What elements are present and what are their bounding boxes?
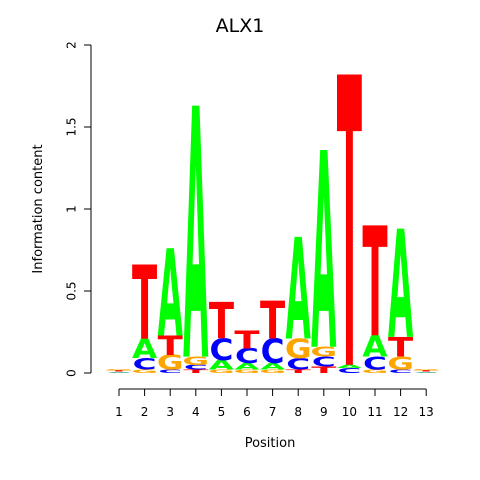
logo-letter-G: G xyxy=(157,352,184,375)
y-axis: 0 0.5 1 1.5 2 xyxy=(65,41,92,377)
logo-letter-T: T xyxy=(337,0,362,459)
logo-letter-A: A xyxy=(337,364,362,369)
logo-letter-G: G xyxy=(131,369,158,374)
x-axis: 1 2 3 4 5 6 7 8 9 10 11 12 13 xyxy=(115,388,434,419)
chart-title: ALX1 xyxy=(216,15,265,37)
logo-letter-C: C xyxy=(337,367,361,375)
logo-letter-C: C xyxy=(286,356,310,374)
logo-letter-C: C xyxy=(235,345,259,368)
logo-letter-A: A xyxy=(311,98,336,411)
logo-column-10: CAT xyxy=(337,0,362,459)
x-tick-label: 10 xyxy=(342,405,357,419)
logo-letter-A: A xyxy=(414,372,439,373)
logo-letter-G: G xyxy=(234,369,261,374)
y-tick-label: 1 xyxy=(65,205,79,213)
logo-letter-T: T xyxy=(260,290,285,351)
x-tick-label: 3 xyxy=(166,405,174,419)
logo-letter-G: G xyxy=(208,369,235,374)
logo-letter-T: T xyxy=(311,365,337,375)
x-tick-label: 8 xyxy=(294,405,302,419)
logo-letter-C: C xyxy=(312,354,336,370)
logo-letter-A: A xyxy=(234,361,260,372)
logo-letter-T: T xyxy=(209,293,234,351)
x-tick-label: 12 xyxy=(393,405,408,419)
y-axis-label: Information content xyxy=(31,144,46,273)
logo-letter-G: G xyxy=(106,369,133,371)
logo-letter-A: A xyxy=(158,225,183,364)
logo-letter-C: C xyxy=(184,363,208,371)
logo-letter-T: T xyxy=(388,332,413,364)
logo-letter-T: T xyxy=(362,195,387,371)
logo-letter-C: C xyxy=(414,372,438,373)
x-tick-label: 2 xyxy=(141,405,149,419)
x-tick-label: 6 xyxy=(243,405,251,419)
logo-letter-T: T xyxy=(414,370,439,372)
x-tick-label: 7 xyxy=(269,405,277,419)
logo-letter-A: A xyxy=(286,209,311,372)
y-tick-label: 0.5 xyxy=(65,281,79,300)
logo-letter-G: G xyxy=(362,369,389,374)
logo-letter-C: C xyxy=(389,369,413,374)
logo-letter-A: A xyxy=(362,330,387,364)
logo-letter-C: C xyxy=(107,372,131,373)
logo-letter-C: C xyxy=(158,369,182,374)
x-tick-label: 1 xyxy=(115,405,123,419)
y-tick-label: 0 xyxy=(65,369,79,377)
logo-letter-A: A xyxy=(183,37,208,438)
logo-letter-T: T xyxy=(132,244,157,362)
logo-letter-A: A xyxy=(260,361,286,372)
logo-letter-A: A xyxy=(106,372,131,373)
logo-letter-C: C xyxy=(133,356,157,374)
logo-letter-A: A xyxy=(388,200,413,373)
logo-letter-C: C xyxy=(363,354,387,375)
x-tick-label: 9 xyxy=(320,405,328,419)
logo-letter-C: C xyxy=(209,333,233,367)
x-axis-label: Position xyxy=(245,436,296,451)
logo-letter-T: T xyxy=(106,370,131,372)
logo-letter-T: T xyxy=(286,369,311,374)
x-tick-label: 13 xyxy=(419,405,434,419)
logo-letter-G: G xyxy=(387,354,414,375)
logo-letter-C: C xyxy=(261,332,285,372)
x-tick-label: 5 xyxy=(218,405,226,419)
x-tick-label: 11 xyxy=(367,405,382,419)
logo-letter-A: A xyxy=(132,334,157,366)
logo-letter-G: G xyxy=(259,369,286,374)
logo-letter-G: G xyxy=(413,369,440,371)
logo-letter-T: T xyxy=(183,369,208,374)
x-tick-label: 4 xyxy=(192,405,200,419)
y-tick-label: 2 xyxy=(65,41,79,49)
logo-letter-G: G xyxy=(285,334,312,366)
logo-letter-G: G xyxy=(310,344,337,360)
logo-letter-T: T xyxy=(234,326,260,354)
logo-letter-A: A xyxy=(209,357,235,373)
logo-letter-T: T xyxy=(158,330,183,362)
y-tick-label: 1.5 xyxy=(65,117,79,136)
logo-letter-G: G xyxy=(182,354,209,367)
